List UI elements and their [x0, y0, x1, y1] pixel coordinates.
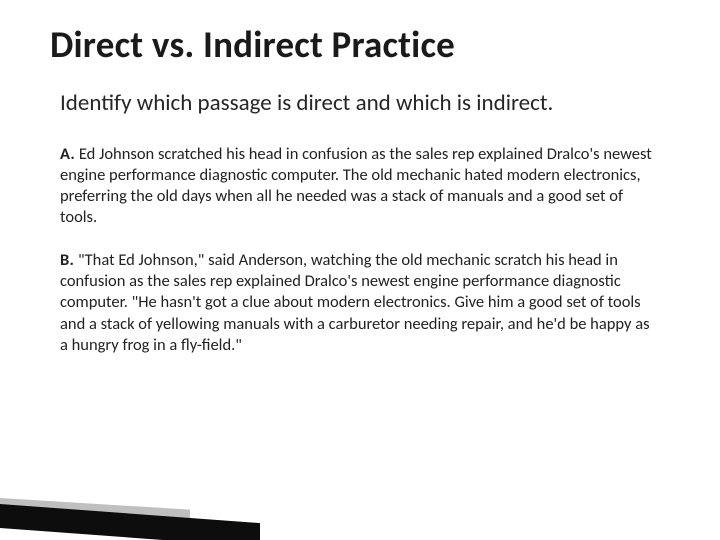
passage-b-text: "That Ed Johnson," said Anderson, watchi…: [60, 250, 650, 354]
slide-instructions: Identify which passage is direct and whi…: [60, 89, 660, 118]
passage-a-label: A.: [60, 144, 75, 164]
slide-title: Direct vs. Indirect Practice: [50, 22, 670, 67]
passage-a-text: Ed Johnson scratched his head in confusi…: [60, 144, 652, 227]
passage-a: A. Ed Johnson scratched his head in conf…: [60, 144, 656, 228]
passage-b: B. "That Ed Johnson," said Anderson, wat…: [60, 250, 656, 356]
slide-container: Direct vs. Indirect Practice Identify wh…: [0, 0, 720, 540]
passage-b-label: B.: [60, 250, 74, 270]
